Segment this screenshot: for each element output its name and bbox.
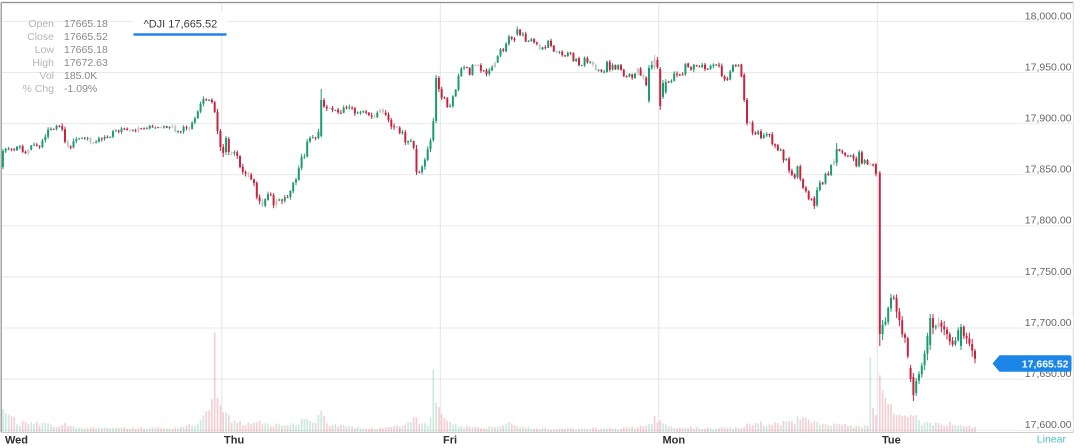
svg-text:17665.18: 17665.18: [64, 44, 108, 56]
svg-text:17,850.00: 17,850.00: [1025, 164, 1072, 176]
svg-text:Fri: Fri: [443, 435, 457, 447]
svg-text:^DJI 17,665.52: ^DJI 17,665.52: [144, 19, 218, 31]
svg-text:17,900.00: 17,900.00: [1025, 113, 1072, 125]
svg-text:17,950.00: 17,950.00: [1025, 61, 1072, 73]
svg-text:17,800.00: 17,800.00: [1025, 215, 1072, 227]
svg-text:% Chg: % Chg: [22, 83, 54, 95]
svg-text:Vol: Vol: [39, 70, 54, 82]
svg-text:17,750.00: 17,750.00: [1025, 266, 1072, 278]
svg-text:17,665.52: 17,665.52: [1022, 358, 1069, 370]
svg-text:Open: Open: [28, 18, 54, 30]
svg-text:17,600.00: 17,600.00: [1025, 419, 1072, 431]
svg-text:17665.18: 17665.18: [64, 18, 108, 30]
svg-text:-1.09%: -1.09%: [64, 83, 97, 95]
svg-text:Linear: Linear: [1037, 434, 1067, 446]
svg-text:Thu: Thu: [224, 435, 244, 447]
svg-text:Low: Low: [35, 44, 55, 56]
svg-text:Mon: Mon: [663, 435, 686, 447]
svg-text:18,000.00: 18,000.00: [1025, 10, 1072, 22]
svg-text:Wed: Wed: [5, 435, 28, 447]
svg-text:Close: Close: [27, 31, 54, 43]
svg-text:17665.52: 17665.52: [64, 31, 108, 43]
svg-text:17,700.00: 17,700.00: [1025, 317, 1072, 329]
svg-text:185.0K: 185.0K: [64, 70, 97, 82]
svg-text:17672.63: 17672.63: [64, 57, 108, 69]
svg-text:Tue: Tue: [882, 435, 901, 447]
svg-text:High: High: [32, 57, 54, 69]
